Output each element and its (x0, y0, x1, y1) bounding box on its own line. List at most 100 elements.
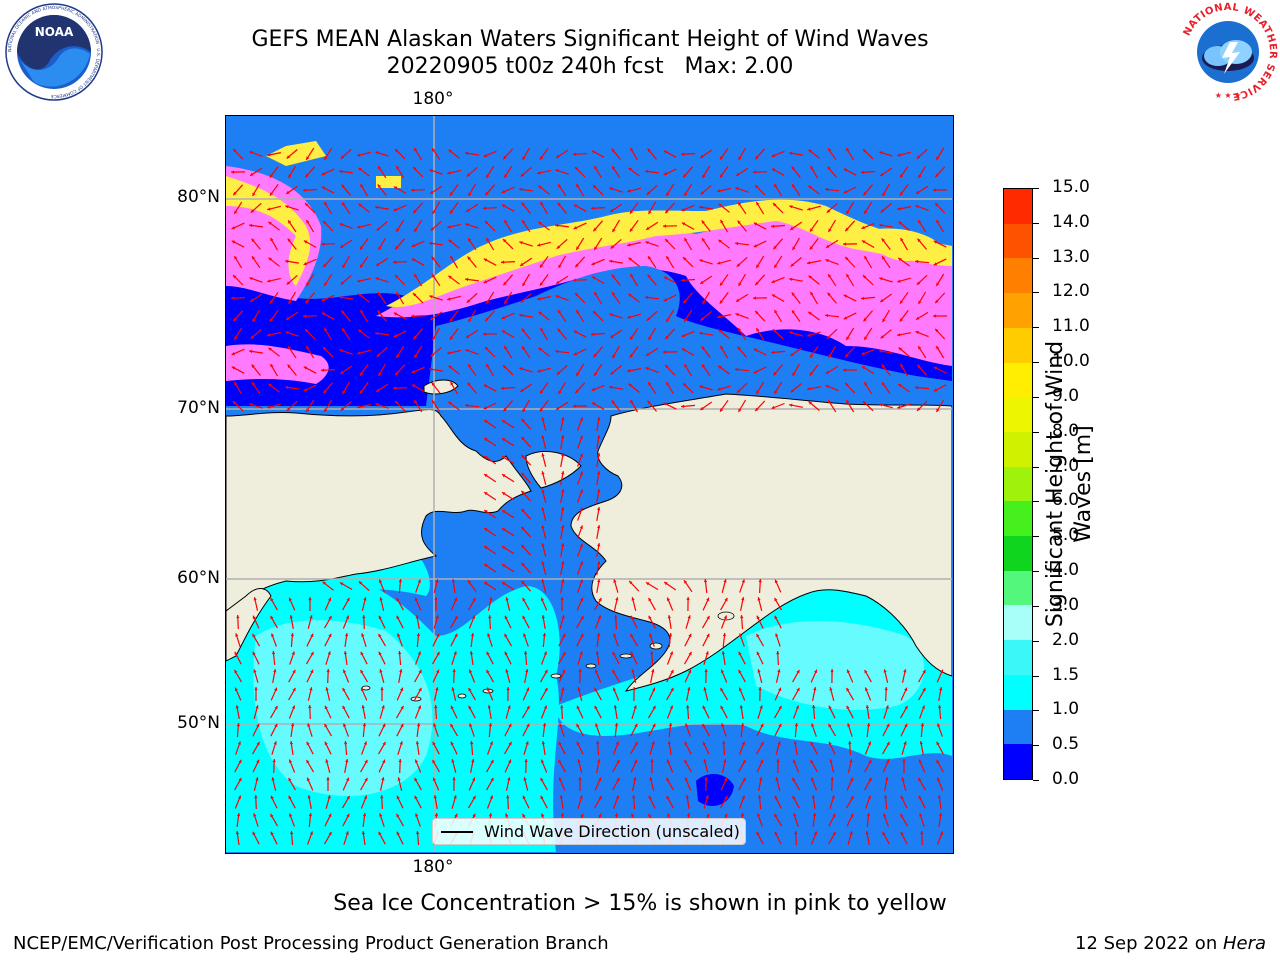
wave-direction-arrowhead (562, 669, 566, 674)
wave-direction-arrowhead (396, 615, 400, 620)
wave-direction-arrowhead (828, 400, 832, 404)
wave-direction-arrowhead (900, 174, 904, 178)
wave-direction-arrowhead (378, 292, 382, 296)
wave-direction-arrowhead (361, 831, 366, 835)
wave-direction-arrowhead (359, 390, 363, 394)
wave-direction-arrowhead (252, 633, 256, 638)
wave-direction-arrowhead (579, 453, 583, 457)
wave-direction-arrowhead (634, 759, 638, 764)
wave-direction-arrowhead (346, 597, 350, 602)
wave-direction-arrowhead (393, 386, 397, 390)
wave-direction-arrowhead (541, 453, 545, 457)
wave-direction-arrowhead (432, 400, 436, 404)
colorbar-tick (1033, 327, 1039, 329)
wave-direction-arrowhead (287, 238, 291, 242)
wave-direction-arrowhead (436, 633, 440, 638)
wave-direction-arrowhead (488, 813, 493, 817)
wave-direction-arrowhead (254, 795, 258, 799)
wave-direction-arrowhead (915, 205, 919, 209)
wave-direction-arrowhead (541, 543, 545, 547)
wave-direction-arrowhead (738, 202, 742, 206)
wave-direction-arrowhead (845, 227, 849, 232)
wave-direction-arrowhead (843, 294, 848, 298)
wave-direction-arrowhead (739, 633, 743, 637)
nws-logo: NATIONAL WEATHER SERVICE ★ ★ ★ (1180, 2, 1278, 102)
wave-direction-arrowhead (579, 561, 583, 565)
wave-direction-arrowhead (828, 228, 832, 232)
wave-direction-arrowhead (936, 741, 940, 746)
wave-direction-arrowhead (681, 208, 685, 212)
wave-direction-arrowhead (556, 406, 560, 410)
wave-direction-arrowhead (561, 417, 565, 421)
wave-direction-arrowhead (663, 276, 668, 280)
wave-direction-arrowhead (576, 741, 580, 746)
wave-direction-arrowhead (341, 310, 345, 314)
wave-direction-arrowhead (811, 723, 815, 727)
wave-direction-arrowhead (380, 687, 384, 691)
wave-direction-arrowhead (523, 633, 527, 637)
wave-direction-arrowhead (933, 314, 937, 318)
wave-direction-arrowhead (450, 705, 454, 710)
wave-direction-arrowhead (413, 167, 417, 171)
wave-direction-arrowhead (411, 314, 415, 318)
wave-direction-arrowhead (468, 238, 472, 242)
colorbar-tick (1033, 536, 1039, 538)
wave-direction-arrowhead (556, 245, 561, 249)
wave-direction-arrowhead (233, 401, 237, 405)
wave-direction-arrowhead (502, 528, 506, 532)
colorbar-segment (1004, 536, 1032, 571)
wave-direction-arrowhead (723, 579, 727, 583)
wave-direction-arrowhead (792, 795, 796, 800)
wave-direction-arrowhead (722, 741, 726, 745)
wave-direction-arrowhead (846, 148, 850, 152)
wave-direction-arrowhead (863, 149, 867, 153)
wave-direction-arrowhead (466, 299, 471, 303)
wave-direction-arrowhead (541, 489, 545, 493)
wave-direction-arrowhead (396, 795, 400, 800)
wave-direction-arrowhead (504, 300, 508, 304)
wave-direction-arrowhead (756, 202, 760, 206)
wave-direction-arrowhead (234, 669, 238, 674)
wave-direction-arrowhead (358, 581, 363, 585)
wave-direction-arrowhead (578, 777, 582, 781)
wave-direction-arrowhead (521, 526, 525, 531)
wave-direction-arrowhead (879, 151, 883, 155)
wave-direction-arrowhead (236, 813, 241, 817)
wave-direction-arrowhead (324, 282, 328, 286)
wave-direction-arrowhead (291, 705, 295, 709)
wave-direction-arrowhead (520, 173, 525, 177)
wave-direction-arrowhead (594, 166, 598, 170)
wave-direction-arrowhead (790, 352, 794, 356)
wave-direction-arrowhead (345, 759, 349, 763)
wave-direction-arrowhead (645, 241, 649, 245)
wave-direction-arrowhead (558, 184, 562, 188)
wave-direction-arrowhead (900, 363, 904, 368)
wave-direction-arrowhead (848, 741, 852, 745)
wave-direction-arrowhead (452, 669, 456, 673)
wave-direction-arrowhead (325, 759, 329, 763)
wave-direction-arrowhead (648, 210, 652, 214)
wave-direction-arrowhead (597, 525, 601, 529)
wave-direction-arrowhead (502, 420, 506, 424)
wave-direction-arrowhead (681, 348, 686, 352)
wave-direction-arrowhead (508, 759, 512, 764)
wave-direction-arrowhead (591, 262, 595, 266)
wave-direction-arrowhead (828, 705, 832, 710)
wave-direction-arrowhead (305, 329, 309, 333)
wave-direction-arrowhead (501, 386, 505, 390)
wave-direction-arrowhead (268, 257, 272, 261)
wave-direction-arrowhead (867, 795, 871, 799)
wave-direction-arrowhead (324, 202, 328, 206)
wave-direction-arrowhead (502, 492, 506, 496)
wave-direction-arrowhead (776, 651, 780, 655)
wave-direction-arrowhead (631, 813, 635, 817)
wave-direction-arrowhead (538, 347, 542, 351)
wave-direction-arrowhead (310, 669, 314, 674)
land-chukotka-tip (525, 450, 582, 489)
wave-direction-arrowhead (686, 813, 691, 817)
wave-direction-arrowhead (306, 346, 310, 350)
wave-direction-arrowhead (594, 687, 598, 692)
wave-direction-arrowhead (755, 407, 759, 412)
wave-direction-arrowhead (269, 192, 274, 196)
wave-direction-arrowhead (771, 405, 775, 409)
